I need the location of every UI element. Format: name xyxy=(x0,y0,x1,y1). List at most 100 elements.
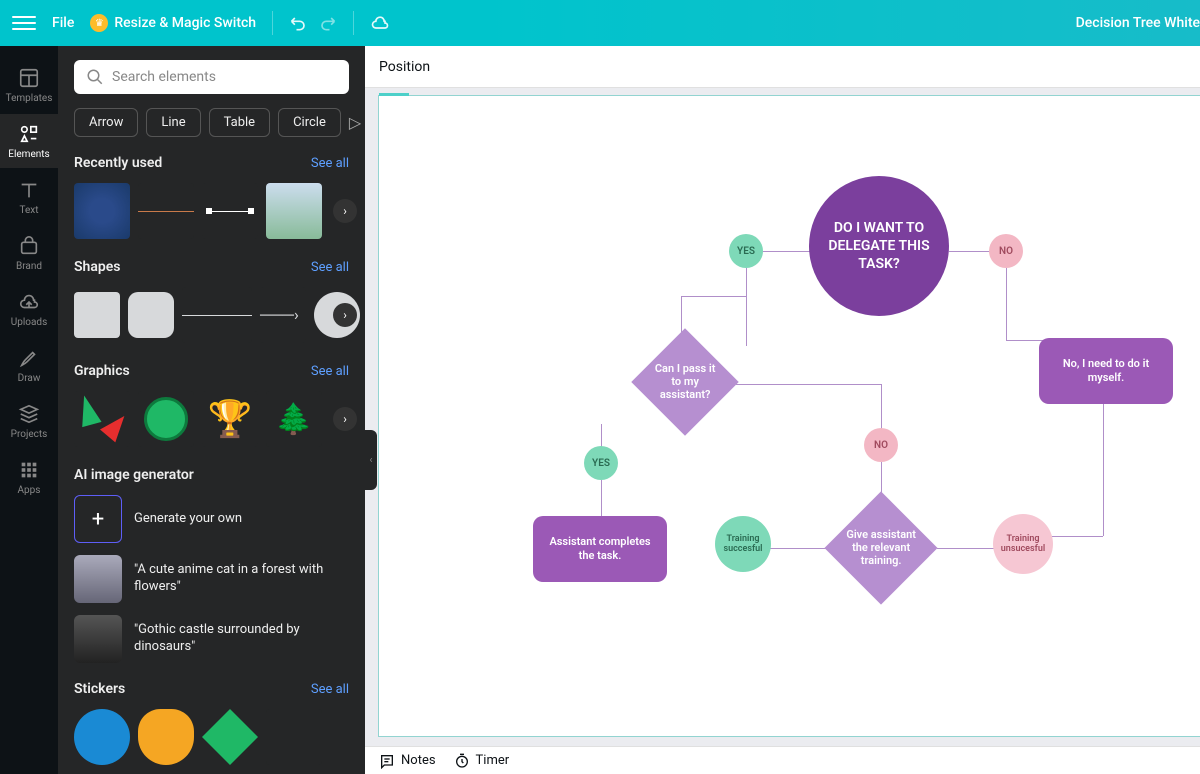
section-ai-title: AI image generator xyxy=(74,467,194,483)
graphic-circle[interactable] xyxy=(138,391,194,447)
canvas-toolbar: Position xyxy=(365,46,1200,88)
sticker-1[interactable] xyxy=(74,709,130,765)
edge xyxy=(763,548,829,549)
sticker-3[interactable] xyxy=(202,709,258,765)
search-icon xyxy=(86,68,104,86)
cloud-sync-icon[interactable] xyxy=(370,13,390,33)
search-input[interactable] xyxy=(112,69,337,85)
node-train-bad[interactable]: Training unsucesful xyxy=(993,514,1053,574)
rail-uploads[interactable]: Uploads xyxy=(0,282,58,336)
edge xyxy=(1047,536,1103,537)
rail-elements[interactable]: Elements xyxy=(0,114,58,168)
edge xyxy=(736,384,882,385)
row-next-icon[interactable]: › xyxy=(333,407,357,431)
document-title[interactable]: Decision Tree White xyxy=(1076,15,1200,31)
see-all-stickers[interactable]: See all xyxy=(311,682,349,697)
plus-icon[interactable]: + xyxy=(74,495,122,543)
thumb-plant[interactable] xyxy=(74,183,130,239)
elements-panel: Arrow Line Table Circle ▷ Recently usedS… xyxy=(58,46,365,774)
node-give-train[interactable]: Give assistant the relevant training. xyxy=(824,491,937,604)
rail-projects[interactable]: Projects xyxy=(0,394,58,448)
shapes-thumbs: ───› › xyxy=(74,287,349,343)
node-myself[interactable]: No, I need to do it myself. xyxy=(1039,338,1173,404)
edge xyxy=(746,268,747,346)
edge xyxy=(937,548,997,549)
node-train-ok[interactable]: Training succesful xyxy=(715,516,771,572)
section-shapes-title: Shapes xyxy=(74,259,120,275)
edge xyxy=(601,480,602,518)
stickers-thumbs xyxy=(74,709,349,765)
thumb-line[interactable] xyxy=(138,183,194,239)
file-menu[interactable]: File xyxy=(44,11,82,35)
node-yes2[interactable]: YES xyxy=(584,446,618,480)
chip-line[interactable]: Line xyxy=(146,108,200,137)
shape-line[interactable] xyxy=(182,287,252,343)
see-all-shapes[interactable]: See all xyxy=(311,260,349,275)
edge xyxy=(881,384,882,430)
shape-arrow-line[interactable]: ───› xyxy=(260,287,306,343)
node-no2[interactable]: NO xyxy=(864,428,898,462)
row-next-icon[interactable]: › xyxy=(333,303,357,327)
canvas-area: Position DO I WANT TO DELEGATE THIS TASK… xyxy=(365,46,1200,746)
resize-magic-switch[interactable]: ♛ Resize & Magic Switch xyxy=(90,14,256,32)
ai-prompt-2-text: "Gothic castle surrounded by dinosaurs" xyxy=(134,622,349,656)
section-stickers-title: Stickers xyxy=(74,681,125,697)
ai-prompt-1[interactable]: "A cute anime cat in a forest with flowe… xyxy=(74,555,349,603)
chip-table[interactable]: Table xyxy=(209,108,270,137)
graphics-thumbs: 🏆 🌲 › xyxy=(74,391,349,447)
crown-icon: ♛ xyxy=(90,14,108,32)
top-toolbar: File ♛ Resize & Magic Switch Decision Tr… xyxy=(0,0,1200,46)
sticker-2[interactable] xyxy=(138,709,194,765)
ai-generate-row[interactable]: + Generate your own xyxy=(74,495,349,543)
node-complete[interactable]: Assistant completes the task. xyxy=(533,516,667,582)
edge xyxy=(1103,404,1104,536)
rail-brand[interactable]: Brand xyxy=(0,226,58,280)
thumb-connector[interactable] xyxy=(202,183,258,239)
notes-button[interactable]: Notes xyxy=(379,753,436,769)
filter-chips: Arrow Line Table Circle ▷ xyxy=(74,108,349,137)
menu-icon[interactable] xyxy=(12,11,36,35)
shape-square[interactable] xyxy=(74,292,120,338)
see-all-graphics[interactable]: See all xyxy=(311,364,349,379)
edge xyxy=(1006,268,1007,340)
chip-more-icon[interactable]: ▷ xyxy=(349,113,361,132)
sticker-4[interactable] xyxy=(266,709,322,765)
notes-icon xyxy=(379,753,395,769)
graphic-arrows[interactable] xyxy=(74,391,130,447)
resize-label: Resize & Magic Switch xyxy=(114,15,256,31)
divider xyxy=(272,11,273,35)
canvas-viewport[interactable]: DO I WANT TO DELEGATE THIS TASK? YES NO … xyxy=(365,88,1200,746)
search-box[interactable] xyxy=(74,60,349,94)
collapse-panel-icon[interactable]: ‹ xyxy=(365,430,377,490)
node-no1[interactable]: NO xyxy=(989,234,1023,268)
chip-circle[interactable]: Circle xyxy=(278,108,341,137)
position-button[interactable]: Position xyxy=(379,59,430,75)
node-pass[interactable]: Can I pass it to my assistant? xyxy=(631,328,738,435)
left-rail: Templates Elements Text Brand Uploads Dr… xyxy=(0,46,58,774)
thumb-photo[interactable] xyxy=(266,183,322,239)
rail-draw[interactable]: Draw xyxy=(0,338,58,392)
row-next-icon[interactable]: › xyxy=(333,199,357,223)
redo-icon[interactable] xyxy=(317,13,337,33)
shape-rounded[interactable] xyxy=(128,292,174,338)
graphic-trophy[interactable]: 🏆 xyxy=(202,391,258,447)
ai-prompt-1-text: "A cute anime cat in a forest with flowe… xyxy=(134,562,349,596)
graphic-tree[interactable]: 🌲 xyxy=(266,391,322,447)
divider xyxy=(353,11,354,35)
timer-icon xyxy=(454,753,470,769)
ai-prompt-2[interactable]: "Gothic castle surrounded by dinosaurs" xyxy=(74,615,349,663)
node-root[interactable]: DO I WANT TO DELEGATE THIS TASK? xyxy=(809,176,949,316)
rail-text[interactable]: Text xyxy=(0,170,58,224)
node-yes1[interactable]: YES xyxy=(729,234,763,268)
artboard[interactable]: DO I WANT TO DELEGATE THIS TASK? YES NO … xyxy=(379,96,1200,736)
footer-bar: Notes Timer xyxy=(365,746,1200,774)
see-all-recent[interactable]: See all xyxy=(311,156,349,171)
rail-apps[interactable]: Apps xyxy=(0,450,58,504)
rail-templates[interactable]: Templates xyxy=(0,58,58,112)
undo-icon[interactable] xyxy=(289,13,309,33)
ai-thumb-cat xyxy=(74,555,122,603)
chip-arrow[interactable]: Arrow xyxy=(74,108,138,137)
edge xyxy=(681,296,746,297)
timer-button[interactable]: Timer xyxy=(454,753,510,769)
section-graphics-title: Graphics xyxy=(74,363,130,379)
